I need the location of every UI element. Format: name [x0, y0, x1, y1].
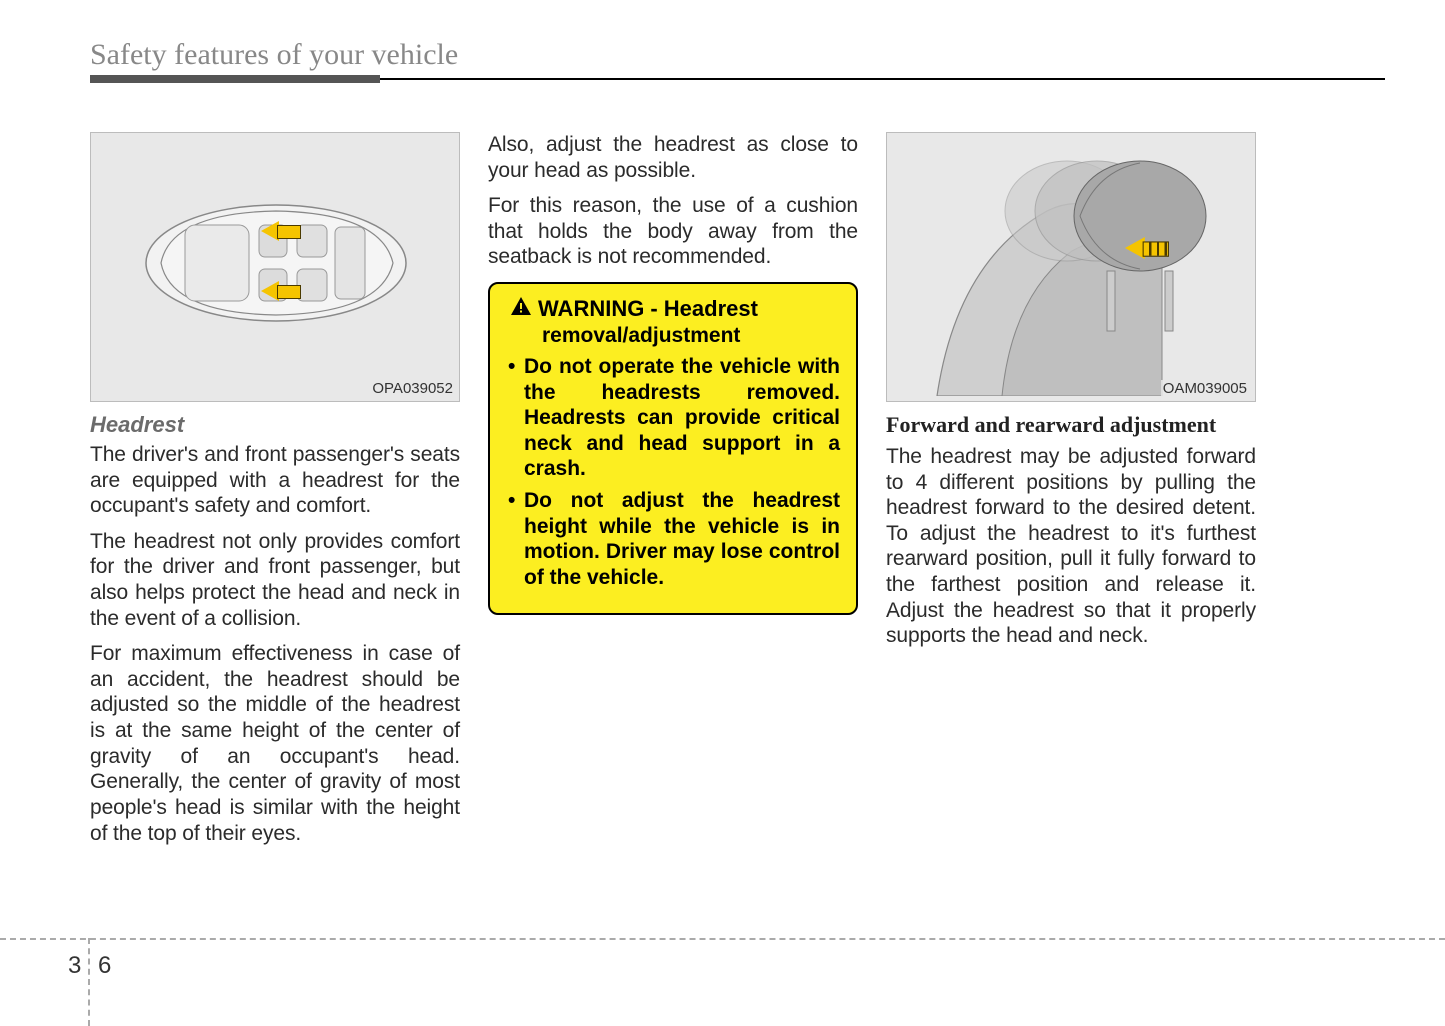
figure-code: OAM039005	[1161, 380, 1249, 397]
body-paragraph: For this reason, the use of a cushion th…	[488, 193, 858, 270]
warning-item: Do not adjust the headrest height while …	[506, 488, 840, 590]
footer-crop-vertical	[88, 938, 90, 1026]
figure-code: OPA039052	[372, 380, 453, 397]
chapter-number: 3	[68, 952, 81, 980]
page-title: Safety features of your vehicle	[90, 38, 1385, 76]
warning-label: WARNING	[538, 296, 644, 322]
body-paragraph: The headrest not only provides comfort f…	[90, 529, 460, 631]
warning-title: WARNING - Headrest	[506, 296, 840, 322]
header-rule	[90, 78, 1385, 80]
arrow-icon	[261, 278, 301, 304]
headrest-diagram	[897, 141, 1247, 396]
arrow-striped-icon	[1125, 234, 1169, 263]
arrow-icon	[261, 218, 301, 244]
warning-subtitle: removal/adjustment	[542, 324, 840, 348]
subhead-headrest: Headrest	[90, 412, 460, 438]
body-paragraph: For maximum effectiveness in case of an …	[90, 641, 460, 846]
body-paragraph: The headrest may be adjusted forward to …	[886, 444, 1256, 649]
column-center: Also, adjust the headrest as close to yo…	[488, 132, 858, 856]
column-left: OPA039052 Headrest The driver's and fron…	[90, 132, 460, 856]
figure-car-topview: OPA039052	[90, 132, 460, 402]
car-diagram	[141, 183, 411, 343]
figure-headrest-adjust: OAM039005	[886, 132, 1256, 402]
warning-box: WARNING - Headrest removal/adjustment Do…	[488, 282, 858, 614]
warning-subtitle-inline: - Headrest	[650, 296, 758, 322]
page-number: 6	[98, 952, 111, 980]
subhead-forward-rearward: Forward and rearward adjustment	[886, 412, 1256, 438]
body-paragraph: Also, adjust the headrest as close to yo…	[488, 132, 858, 183]
warning-triangle-icon	[510, 296, 532, 320]
page-header: Safety features of your vehicle	[90, 38, 1385, 80]
column-right: OAM039005 Forward and rearward adjustmen…	[886, 132, 1256, 856]
body-paragraph: The driver's and front passenger's seats…	[90, 442, 460, 519]
warning-list: Do not operate the vehicle with the head…	[506, 354, 840, 590]
footer-crop-horizontal	[0, 938, 1445, 940]
warning-item: Do not operate the vehicle with the head…	[506, 354, 840, 482]
content-columns: OPA039052 Headrest The driver's and fron…	[90, 132, 1380, 856]
